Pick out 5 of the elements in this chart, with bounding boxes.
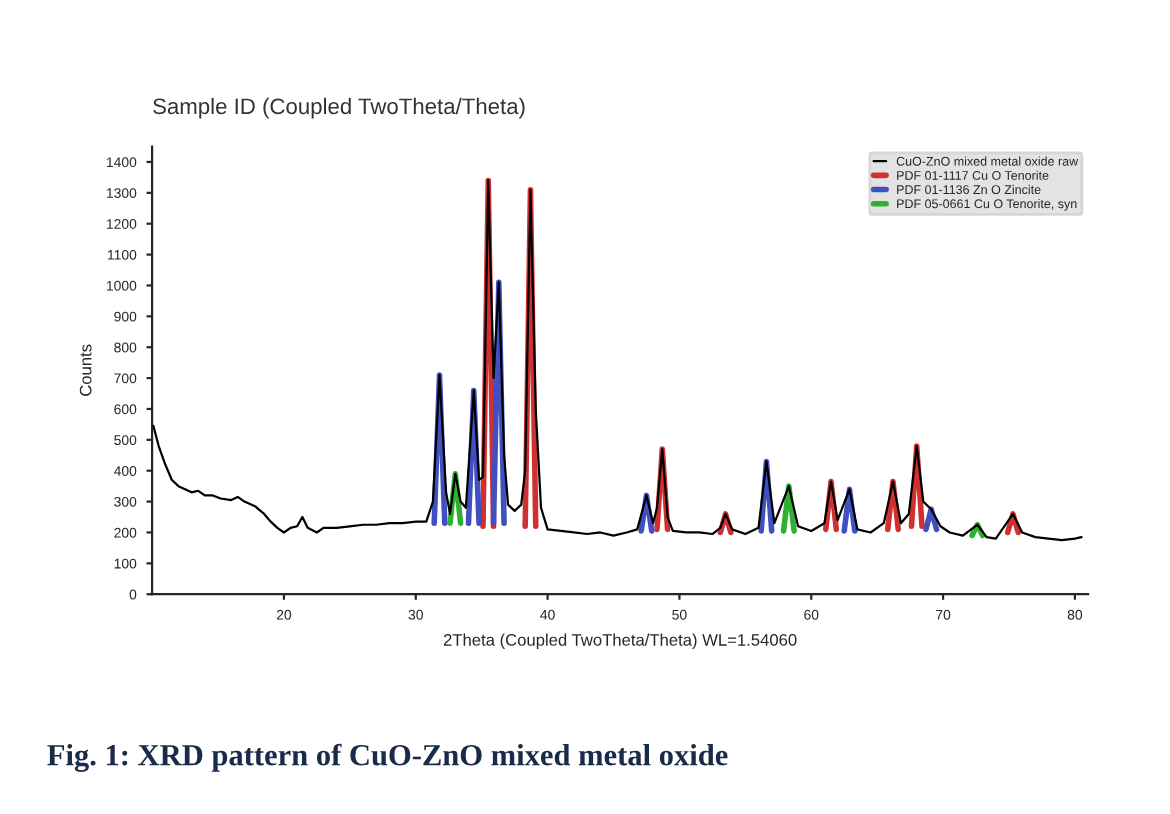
line-series xyxy=(152,179,1083,542)
chart-title: Sample ID (Coupled TwoTheta/Theta) xyxy=(153,97,525,119)
x-axis-title: 2Theta (Coupled TwoTheta/Theta) WL=1.54060 xyxy=(443,633,797,650)
y-axis-title: Counts xyxy=(79,344,92,396)
caption: Fig. 1: XRD pattern of CuO-ZnO mixed metal oxide xyxy=(47,743,728,772)
